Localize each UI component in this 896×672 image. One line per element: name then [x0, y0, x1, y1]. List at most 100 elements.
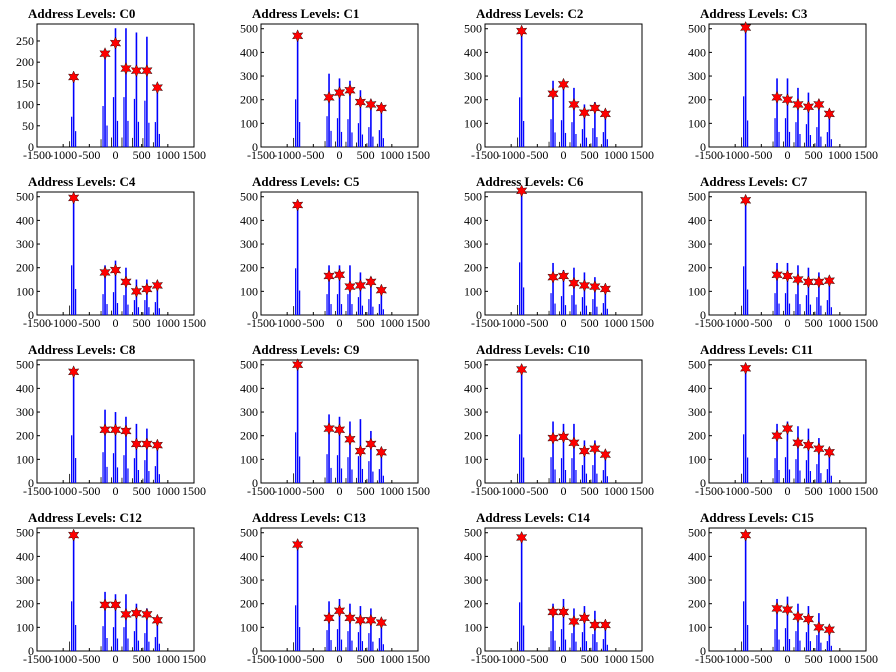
y-tick-label: 100	[240, 452, 258, 466]
y-tick-label: 500	[688, 526, 706, 540]
y-tick-label: 0	[252, 140, 258, 154]
y-tick-label: 100	[464, 116, 482, 130]
panel-svg: Address Levels: C12 0 100 200 300 400 500 -1500…	[16, 510, 206, 666]
x-tick-label: 0	[561, 652, 567, 666]
chart-panel: Address Levels: C15 0 100 200 300 400 500 -1500…	[672, 504, 896, 672]
peak-marker	[120, 424, 132, 438]
peak-marker	[781, 269, 794, 283]
panel-svg: Address Levels: C70100200300400500-1500-…	[688, 174, 878, 330]
x-tick-label: 500	[581, 148, 599, 162]
peak-marker	[781, 93, 794, 107]
y-tick-label: 100	[240, 284, 258, 298]
y-tick-label: 400	[464, 213, 482, 227]
peak-marker	[292, 538, 304, 552]
x-tick-label: -500	[78, 484, 100, 498]
peak-marker	[354, 95, 367, 109]
peak-marker	[323, 611, 335, 625]
chart-panel: Address Levels: C4 0 100 200 300 400 500 -1500-…	[0, 168, 224, 336]
x-tick-label: 1500	[630, 484, 654, 498]
peak-marker	[323, 269, 335, 283]
x-tick-label: 0	[785, 148, 791, 162]
y-tick-label: 100	[688, 620, 706, 634]
peak-marker	[333, 423, 346, 437]
y-tick-label: 400	[16, 381, 34, 395]
x-tick-label: -500	[526, 652, 548, 666]
peak-marker	[557, 605, 570, 619]
y-tick-label: 200	[464, 597, 482, 611]
x-tick-label: 500	[357, 148, 375, 162]
y-tick-label: 0	[700, 140, 706, 154]
peak-marker	[344, 611, 356, 625]
peak-marker	[568, 97, 580, 111]
y-tick-label: 400	[16, 213, 34, 227]
peak-marker	[130, 437, 143, 451]
y-tick-label: 400	[464, 381, 482, 395]
peak-marker	[323, 422, 335, 436]
peak-marker	[740, 21, 752, 35]
x-tick-label: 1000	[828, 484, 852, 498]
peak-marker	[344, 432, 356, 446]
x-tick-label: -500	[302, 148, 324, 162]
peak-marker	[547, 87, 559, 101]
x-tick-label: 1000	[156, 148, 180, 162]
chart-panel: Address Levels: C10 0 100 200 300 400 500 -1500…	[448, 336, 672, 504]
y-tick-label: 0	[476, 308, 482, 322]
panel-title: Address Levels: C11	[700, 342, 813, 357]
x-tick-label: -1000	[49, 316, 77, 330]
peak-marker	[375, 445, 387, 459]
x-tick-label: 1500	[182, 484, 206, 498]
y-tick-label: 400	[688, 549, 706, 563]
peak-marker	[557, 269, 570, 283]
x-tick-label: -1500	[695, 148, 723, 162]
x-tick-label: 0	[785, 484, 791, 498]
peak-marker	[141, 437, 153, 451]
y-tick-label: 200	[16, 261, 34, 275]
y-tick-label: 300	[464, 405, 482, 419]
y-tick-label: 300	[688, 237, 706, 251]
peak-marker	[589, 280, 601, 294]
peak-marker	[120, 62, 132, 76]
peak-marker	[120, 607, 132, 621]
peak-marker	[813, 275, 825, 289]
y-tick-label: 500	[240, 358, 258, 372]
peak-marker	[365, 437, 377, 451]
peak-marker	[68, 365, 80, 379]
peak-marker	[141, 607, 153, 621]
x-tick-label: 0	[113, 484, 119, 498]
x-tick-label: 1000	[380, 316, 404, 330]
y-tick-label: 200	[464, 93, 482, 107]
x-tick-label: -1000	[273, 652, 301, 666]
y-tick-label: 500	[464, 358, 482, 372]
y-tick-label: 100	[464, 452, 482, 466]
peak-marker	[792, 97, 804, 111]
y-tick-label: 200	[464, 261, 482, 275]
y-tick-label: 300	[688, 405, 706, 419]
x-tick-label: 0	[337, 484, 343, 498]
x-tick-label: -500	[78, 316, 100, 330]
x-tick-label: 1500	[630, 316, 654, 330]
peak-marker	[740, 361, 752, 375]
peak-marker	[516, 184, 528, 198]
y-tick-label: 0	[700, 476, 706, 490]
y-tick-label: 300	[464, 69, 482, 83]
y-tick-label: 200	[688, 597, 706, 611]
x-tick-label: -1000	[49, 484, 77, 498]
y-tick-label: 400	[688, 45, 706, 59]
peak-marker	[375, 616, 387, 630]
panel-title: Address Levels: C15	[700, 510, 814, 525]
peak-marker	[599, 282, 611, 296]
x-tick-label: -1500	[471, 652, 499, 666]
peak-marker	[323, 90, 335, 104]
y-tick-label: 100	[688, 284, 706, 298]
peak-marker	[802, 612, 815, 626]
x-tick-label: -1000	[273, 484, 301, 498]
x-tick-label: 1000	[828, 316, 852, 330]
chart-panel: Address Levels: C1 0 100 200 300 400 500 -1500-…	[224, 0, 448, 168]
y-tick-label: 200	[16, 597, 34, 611]
peak-marker	[578, 278, 591, 292]
x-tick-label: 0	[561, 316, 567, 330]
y-tick-label: 500	[688, 190, 706, 204]
peak-marker	[130, 606, 143, 620]
x-tick-label: -500	[750, 148, 772, 162]
y-tick-label: 500	[688, 22, 706, 36]
